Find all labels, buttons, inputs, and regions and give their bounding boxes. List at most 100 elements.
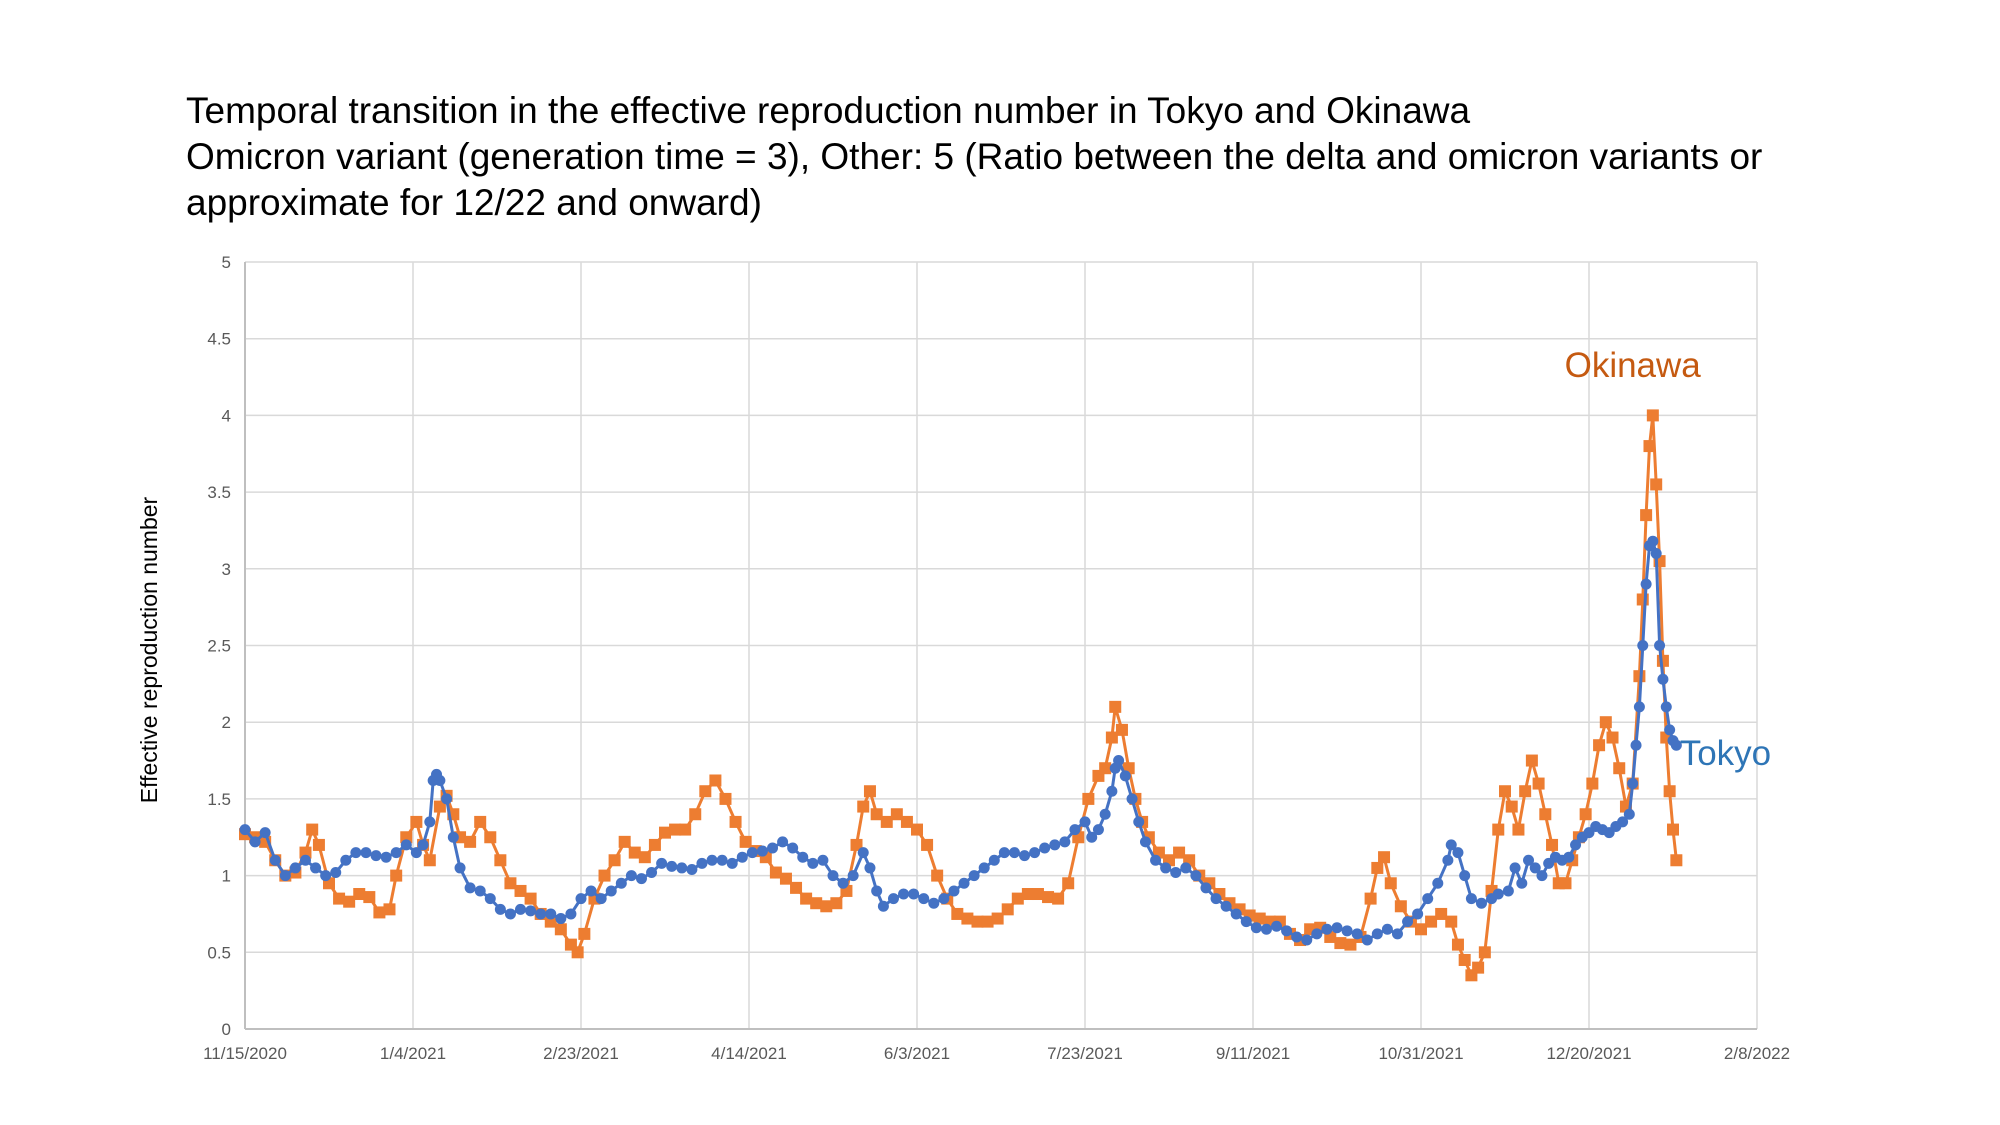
- tokyo-point: [1442, 854, 1454, 866]
- okinawa-point: [1109, 700, 1122, 713]
- tokyo-point: [1106, 785, 1118, 797]
- tokyo-point: [1331, 922, 1343, 934]
- okinawa-point: [554, 923, 567, 936]
- tokyo-point: [340, 854, 352, 866]
- okinawa-point: [578, 927, 591, 940]
- okinawa-point: [373, 906, 386, 919]
- okinawa-point: [779, 872, 792, 885]
- tokyo-point: [1630, 739, 1642, 751]
- okinawa-point: [1546, 838, 1559, 851]
- tokyo-point: [1019, 850, 1031, 862]
- okinawa-point: [1253, 912, 1266, 925]
- tokyo-point: [1509, 862, 1521, 874]
- tokyo-point: [877, 900, 889, 912]
- tokyo-point: [998, 847, 1010, 859]
- okinawa-point: [991, 912, 1004, 925]
- tokyo-point: [330, 867, 342, 879]
- okinawa-point: [769, 866, 782, 879]
- tokyo-point: [807, 857, 819, 869]
- series-labels: Okinawa Tokyo: [1565, 346, 1772, 773]
- okinawa-point: [1425, 915, 1438, 928]
- tokyo-point: [1465, 893, 1477, 905]
- label-okinawa: Okinawa: [1565, 346, 1702, 385]
- tokyo-point: [1133, 816, 1145, 828]
- tokyo-point: [736, 851, 748, 863]
- okinawa-point: [494, 854, 507, 867]
- okinawa-point: [1415, 923, 1427, 936]
- okinawa-point: [1532, 777, 1545, 790]
- tokyo-point: [635, 873, 647, 885]
- tokyo-point: [1119, 770, 1131, 782]
- okinawa-point: [709, 774, 722, 787]
- okinawa-point: [383, 903, 396, 916]
- tokyo-point: [1654, 640, 1666, 651]
- okinawa-point: [921, 838, 934, 851]
- tokyo-point: [1452, 847, 1464, 859]
- tokyo-point: [1150, 854, 1162, 866]
- tokyo-point: [666, 860, 678, 872]
- tokyo-point: [484, 893, 496, 905]
- series-tokyo: [239, 535, 1682, 946]
- x-tick-label: 11/15/2020: [203, 1044, 287, 1063]
- tokyo-point: [269, 854, 281, 866]
- tokyo-point: [857, 847, 869, 859]
- okinawa-point: [474, 815, 487, 828]
- okinawa-point: [433, 800, 446, 813]
- okinawa-point: [719, 792, 732, 805]
- tokyo-point: [827, 870, 839, 882]
- tokyo-point: [948, 885, 960, 897]
- tokyo-point: [1516, 877, 1528, 889]
- tokyo-point: [279, 870, 291, 882]
- tokyo-point: [938, 893, 950, 905]
- okinawa-point: [628, 846, 641, 859]
- okinawa-point: [400, 831, 413, 844]
- okinawa-line: [244, 413, 1678, 977]
- tokyo-point: [1637, 640, 1649, 651]
- tokyo-point: [1492, 888, 1504, 900]
- tokyo-point: [864, 862, 876, 874]
- tokyo-point: [410, 847, 422, 859]
- okinawa-point: [1519, 785, 1532, 798]
- title-line-3: approximate for 12/22 and onward): [186, 182, 762, 223]
- okinawa-point: [1613, 762, 1626, 775]
- okinawa-point: [1062, 877, 1075, 890]
- y-tick-label: 4: [222, 406, 231, 425]
- tokyo-point: [390, 847, 402, 859]
- tokyo-point: [968, 870, 980, 882]
- tokyo-point: [1459, 870, 1471, 882]
- tokyo-point: [656, 857, 668, 869]
- tokyo-point: [1657, 673, 1669, 685]
- tokyo-point: [928, 897, 940, 909]
- tokyo-point: [706, 854, 718, 866]
- tokyo-point: [1640, 578, 1652, 590]
- okinawa-point: [1011, 892, 1024, 905]
- tokyo-point: [615, 877, 627, 889]
- tokyo-point: [1180, 862, 1192, 874]
- tokyo-point: [817, 854, 829, 866]
- tokyo-point: [1311, 928, 1323, 940]
- label-tokyo: Tokyo: [1680, 734, 1771, 773]
- okinawa-point: [820, 900, 833, 913]
- tokyo-point: [320, 870, 332, 882]
- okinawa-point: [1458, 953, 1471, 966]
- tokyo-point: [1361, 934, 1373, 946]
- tokyo-point: [1160, 862, 1172, 874]
- tokyo-point: [1170, 867, 1182, 879]
- tokyo-point: [1536, 870, 1548, 882]
- tokyo-point: [1092, 824, 1104, 836]
- tokyo-point: [1412, 908, 1424, 920]
- x-tick-label: 1/4/2021: [380, 1044, 446, 1063]
- okinawa-point: [911, 823, 923, 836]
- tokyo-point: [555, 913, 567, 925]
- tokyo-point: [1230, 908, 1242, 920]
- tokyo-point: [1523, 854, 1535, 866]
- y-tick-label: 2: [222, 713, 231, 732]
- okinawa-point: [863, 785, 876, 798]
- tokyo-point: [1432, 877, 1444, 889]
- tokyo-point: [847, 870, 859, 882]
- okinawa-point: [900, 815, 913, 828]
- okinawa-point: [363, 891, 376, 904]
- tokyo-point: [1069, 824, 1081, 836]
- tokyo-point: [1281, 925, 1293, 937]
- tokyo-point: [625, 870, 637, 882]
